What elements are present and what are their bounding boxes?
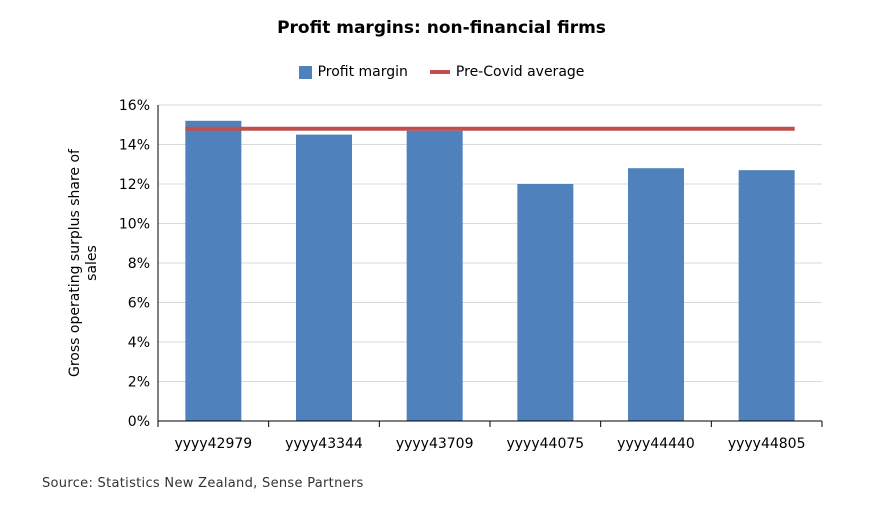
bar (406, 130, 463, 422)
x-tick-label: yyyy43344 (285, 436, 363, 452)
legend-item-pre-covid-average: Pre-Covid average (429, 64, 585, 80)
x-tick-label: yyyy42979 (174, 436, 252, 452)
x-tick-label: yyyy43709 (396, 436, 474, 452)
legend: Profit margin Pre-Covid average (0, 64, 883, 80)
y-tick-label: 6% (128, 296, 150, 312)
legend-label-pre-covid-average: Pre-Covid average (455, 64, 585, 80)
y-tick-label: 16% (119, 98, 150, 114)
bar (628, 168, 684, 421)
legend-swatch-bar (298, 65, 312, 79)
legend-item-profit-margin: Profit margin (298, 64, 408, 80)
y-tick-label: 12% (119, 177, 150, 193)
x-tick-label: yyyy44440 (617, 436, 695, 452)
legend-swatch-line (429, 70, 450, 74)
y-tick-label: 4% (128, 335, 150, 351)
y-tick-label: 2% (128, 375, 150, 391)
bar (517, 184, 574, 421)
y-tick-label: 0% (128, 414, 150, 430)
x-tick-label: yyyy44805 (728, 436, 806, 452)
y-tick-label: 14% (119, 138, 150, 154)
bar (185, 120, 242, 422)
chart-title: Profit margins: non-financial firms (277, 18, 606, 38)
bar (738, 170, 795, 421)
bar (296, 134, 352, 421)
legend-label-profit-margin: Profit margin (317, 64, 408, 80)
y-tick-label: 10% (119, 217, 150, 233)
y-tick-label: 8% (128, 256, 150, 272)
x-tick-label: yyyy44075 (506, 436, 584, 452)
source-note: Source: Statistics New Zealand, Sense Pa… (42, 476, 364, 491)
